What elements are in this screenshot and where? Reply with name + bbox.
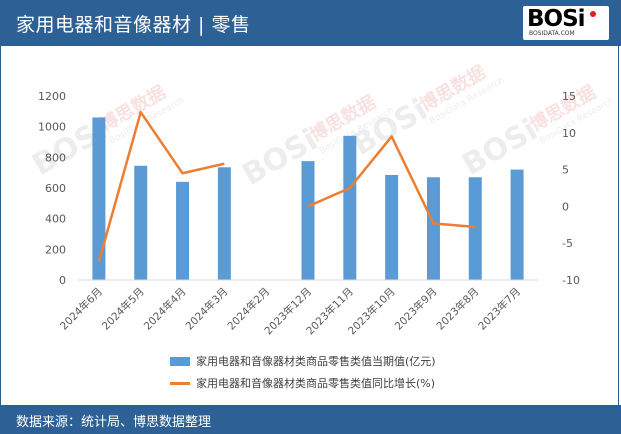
line-series xyxy=(97,110,476,262)
logo-text: BOSi xyxy=(527,6,586,32)
y-right-tick-label: 15 xyxy=(562,90,576,103)
line-path xyxy=(97,110,225,262)
bar xyxy=(134,165,148,280)
x-tick-label: 2024年4月 xyxy=(141,285,189,333)
legend-label-bar: 家用电器和音像器材类商品零售类值当期值(亿元) xyxy=(196,355,436,368)
y-left-tick-label: 400 xyxy=(45,213,66,226)
bar-series xyxy=(92,117,524,280)
y-right-tick-label: -5 xyxy=(562,237,573,250)
x-tick-label: 2024年5月 xyxy=(99,285,147,333)
bar xyxy=(468,177,482,280)
footer-bar: 数据来源：统计局、博思数据整理 xyxy=(0,405,621,434)
bosi-logo: BOSi BOSIDATA.COM xyxy=(523,6,609,40)
bar xyxy=(176,181,190,280)
bar xyxy=(301,161,315,280)
x-tick-label: 2024年6月 xyxy=(57,285,105,333)
legend-item-bar: 家用电器和音像器材类商品零售类值当期值(亿元) xyxy=(170,350,436,372)
data-source: 数据来源：统计局、博思数据整理 xyxy=(16,415,212,430)
page-title: 家用电器和音像器材 | 零售 xyxy=(16,14,251,36)
y-left-tick-label: 800 xyxy=(45,151,66,164)
x-axis: 2024年6月2024年5月2024年4月2024年3月2024年2月2023年… xyxy=(57,279,538,337)
y-left-tick-label: 1200 xyxy=(38,90,66,103)
x-tick-label: 2023年7月 xyxy=(476,285,524,333)
x-tick-label: 2023年9月 xyxy=(392,285,440,333)
y-left-tick-label: 0 xyxy=(59,274,66,287)
y-axis-left: 0 200 400 600 800 1000 1200 xyxy=(38,90,66,287)
y-right-tick-label: -10 xyxy=(562,274,580,287)
y-axis-right: -10 -5 0 5 10 15 xyxy=(562,90,580,287)
x-tick-label: 2024年3月 xyxy=(183,285,231,333)
bar xyxy=(385,174,399,280)
legend: 家用电器和音像器材类商品零售类值当期值(亿元) 家用电器和音像器材类商品零售类值… xyxy=(170,350,436,394)
x-tick-label: 2023年8月 xyxy=(434,285,482,333)
y-left-tick-label: 600 xyxy=(45,182,66,195)
logo-dot xyxy=(590,11,596,17)
bar xyxy=(92,117,106,280)
legend-swatch-bar xyxy=(170,356,190,366)
y-right-tick-label: 5 xyxy=(562,164,569,177)
logo-subtext: BOSIDATA.COM xyxy=(529,30,575,37)
y-right-tick-label: 10 xyxy=(562,127,576,140)
legend-label-line: 家用电器和音像器材类商品零售类值同比增长(%) xyxy=(196,377,436,390)
bar xyxy=(217,167,231,280)
y-left-tick-label: 200 xyxy=(45,243,66,256)
y-right-tick-label: 0 xyxy=(562,200,569,213)
y-left-tick-label: 1000 xyxy=(38,121,66,134)
legend-swatch-line xyxy=(170,381,190,385)
bar xyxy=(510,169,524,280)
line-path xyxy=(307,135,476,229)
bar xyxy=(426,177,440,280)
header-bar: 家用电器和音像器材 | 零售 BOSi BOSIDATA.COM xyxy=(0,0,621,46)
bar xyxy=(343,135,357,280)
legend-item-line: 家用电器和音像器材类商品零售类值同比增长(%) xyxy=(170,372,436,394)
